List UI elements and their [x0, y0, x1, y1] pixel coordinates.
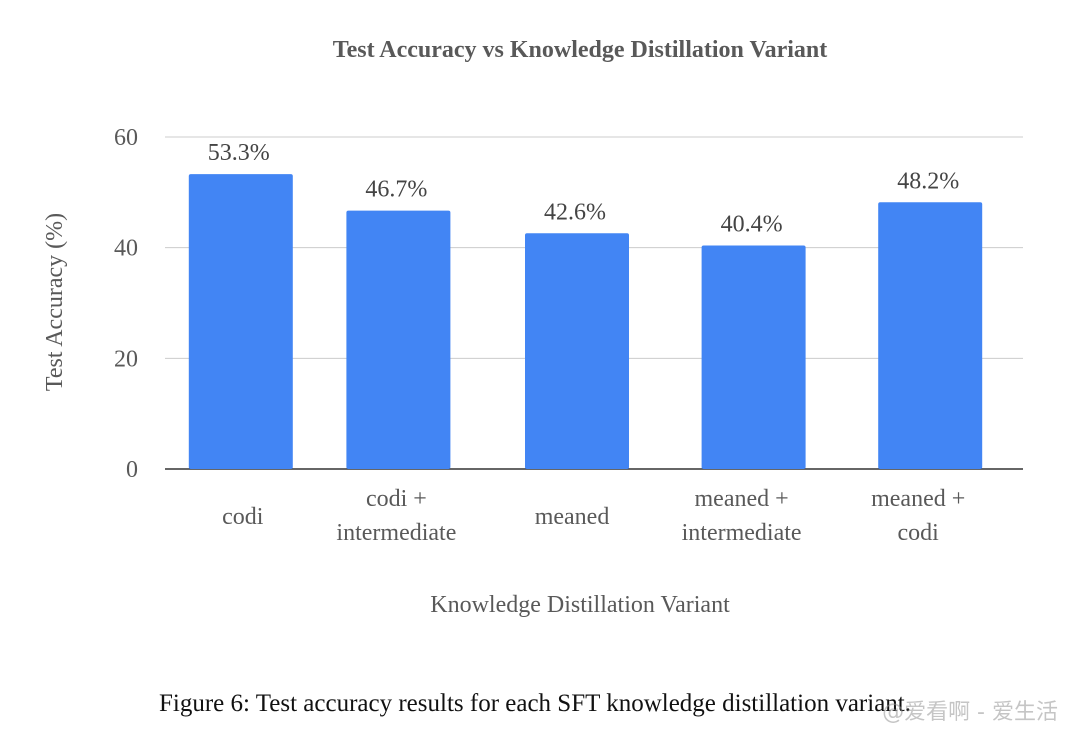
figure-caption: Figure 6: Test accuracy results for each… — [158, 690, 911, 717]
bar-chart: Test Accuracy vs Knowledge Distillation … — [42, 37, 1023, 618]
x-category-label: intermediate — [682, 520, 802, 546]
y-tick-label: 60 — [114, 125, 138, 151]
x-category-label: meaned + — [695, 486, 789, 512]
y-axis-title: Test Accuracy (%) — [42, 213, 68, 391]
data-label: 40.4% — [721, 211, 783, 237]
x-category-label: meaned — [535, 504, 610, 530]
bar — [701, 245, 806, 469]
bar — [346, 210, 451, 470]
y-tick-label: 20 — [114, 346, 138, 372]
y-tick-label: 40 — [114, 236, 138, 262]
watermark: @爱看啊 - 爱生活 — [882, 700, 1058, 725]
y-tick-label: 0 — [126, 457, 138, 483]
chart-title: Test Accuracy vs Knowledge Distillation … — [333, 37, 827, 63]
x-category-label: meaned + — [871, 486, 965, 512]
x-category-label: codi — [898, 520, 940, 546]
x-category-label: intermediate — [336, 520, 456, 546]
x-category-label: codi — [222, 504, 264, 530]
bar — [525, 233, 629, 469]
x-axis-categories: codi codi + intermediate meaned meaned + inte… — [222, 486, 965, 546]
chart-container: Test Accuracy vs Knowledge Distillation … — [42, 37, 1023, 618]
bar — [188, 174, 293, 469]
data-label: 48.2% — [897, 168, 959, 194]
data-label: 53.3% — [208, 140, 270, 166]
x-category-label: codi + — [366, 486, 427, 512]
data-label: 46.7% — [365, 177, 427, 203]
x-axis-title: Knowledge Distillation Variant — [430, 592, 730, 618]
bar — [878, 202, 983, 469]
data-labels: 53.3% 46.7% 42.6% 40.4% 48.2% — [208, 140, 959, 237]
y-axis-ticks: 0 20 40 60 — [114, 125, 138, 483]
data-label: 42.6% — [544, 199, 606, 225]
bars — [188, 174, 983, 470]
